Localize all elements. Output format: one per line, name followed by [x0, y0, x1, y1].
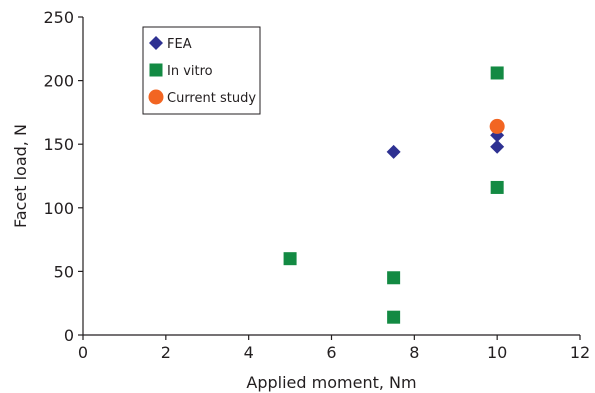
data-point-square [283, 252, 297, 266]
data-point-diamond [490, 139, 505, 154]
legend-marker-circle [148, 89, 164, 105]
legend-label: Current study [167, 91, 256, 106]
y-tick-label: 100 [43, 199, 74, 218]
y-tick-label: 150 [43, 135, 74, 154]
data-point-diamond [386, 144, 401, 159]
legend-label: In vitro [167, 64, 213, 79]
legend-label: FEA [167, 37, 192, 52]
data-point-square [490, 66, 504, 80]
y-tick-label: 0 [64, 326, 74, 345]
plot-area [283, 66, 505, 324]
y-tick-label: 200 [43, 72, 74, 91]
legend: FEA In vitro Current study [142, 26, 261, 115]
legend-marker-diamond [149, 36, 163, 50]
x-tick-label: 10 [487, 343, 507, 362]
data-point-square [387, 271, 401, 285]
x-tick-label: 4 [244, 343, 254, 362]
y-tick-label: 250 [43, 8, 74, 27]
data-point-square [490, 180, 504, 194]
y-axis-title: Facet load, N [11, 124, 30, 228]
data-point-square [387, 310, 401, 324]
y-ticks: 0 50 100 150 200 250 [43, 8, 83, 345]
legend-marker-square [149, 63, 163, 77]
x-ticks: 0 2 4 6 8 10 12 [78, 335, 590, 362]
y-tick-label: 50 [54, 262, 74, 281]
x-tick-label: 8 [409, 343, 419, 362]
x-axis-title: Applied moment, Nm [246, 373, 416, 392]
data-point-circle [489, 118, 505, 134]
x-tick-label: 0 [78, 343, 88, 362]
x-tick-label: 2 [161, 343, 171, 362]
x-tick-label: 6 [326, 343, 336, 362]
x-tick-label: 12 [570, 343, 590, 362]
